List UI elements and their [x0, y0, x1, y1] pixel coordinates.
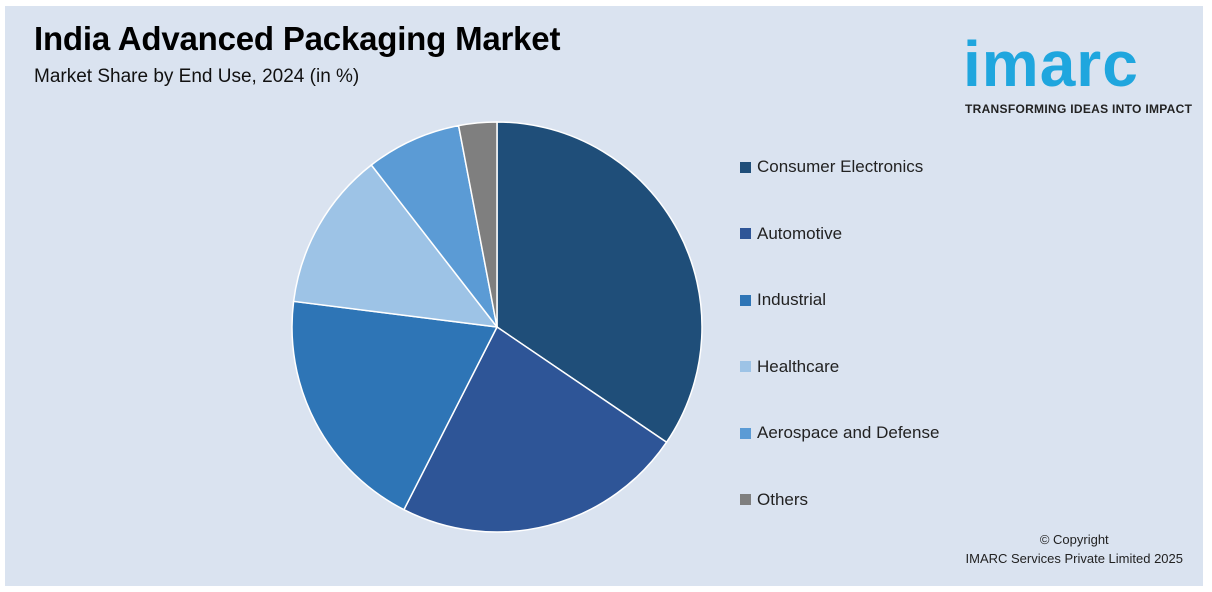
pie-slice-automotive: [402, 325, 668, 533]
pie-slice-others: [457, 121, 498, 328]
pie-slice-consumer-electronics: [496, 121, 703, 444]
imarc-logo: imarc TRANSFORMING IDEAS INTO IMPACT: [963, 16, 1195, 126]
company-line: IMARC Services Private Limited 2025: [965, 551, 1183, 566]
legend-label: Others: [757, 489, 809, 509]
chart-card: India Advanced Packaging Market Market S…: [5, 6, 1203, 586]
pie-slice-industrial: [291, 300, 499, 511]
legend-swatch: [740, 494, 751, 505]
legend-label: Aerospace and Defense: [757, 423, 940, 442]
legend-swatch: [740, 228, 751, 239]
legend-swatch: [740, 294, 751, 306]
pie-slice-healthcare: [292, 163, 499, 328]
chart-title: India Advanced Packaging Market: [34, 20, 561, 57]
legend-item: Aerospace and Defense: [740, 422, 939, 444]
legend-swatch: [740, 361, 751, 372]
legend-item: Others: [740, 489, 808, 511]
legend-label: Industrial: [757, 290, 826, 309]
pie-slice-aerospace-and-defense: [370, 124, 498, 328]
logo-tagline: TRANSFORMING IDEAS INTO IMPACT: [965, 102, 1193, 116]
pie-chart: [291, 121, 703, 533]
copyright-line: © Copyright: [1039, 532, 1109, 547]
legend-item: Automotive: [740, 223, 842, 245]
legend-label: Consumer Electronics: [757, 157, 924, 176]
legend-item: Healthcare: [740, 356, 839, 378]
copyright-notice: © Copyright IMARC Services Private Limit…: [966, 530, 1183, 568]
logo-wordmark: imarc: [963, 28, 1139, 100]
legend-item: Industrial: [740, 289, 826, 311]
legend-swatch: [740, 427, 751, 439]
legend-label: Automotive: [757, 223, 843, 243]
legend-swatch: [740, 161, 751, 173]
legend-label: Healthcare: [757, 356, 840, 376]
chart-subtitle: Market Share by End Use, 2024 (in %): [34, 66, 360, 87]
legend-item: Consumer Electronics: [740, 156, 923, 178]
